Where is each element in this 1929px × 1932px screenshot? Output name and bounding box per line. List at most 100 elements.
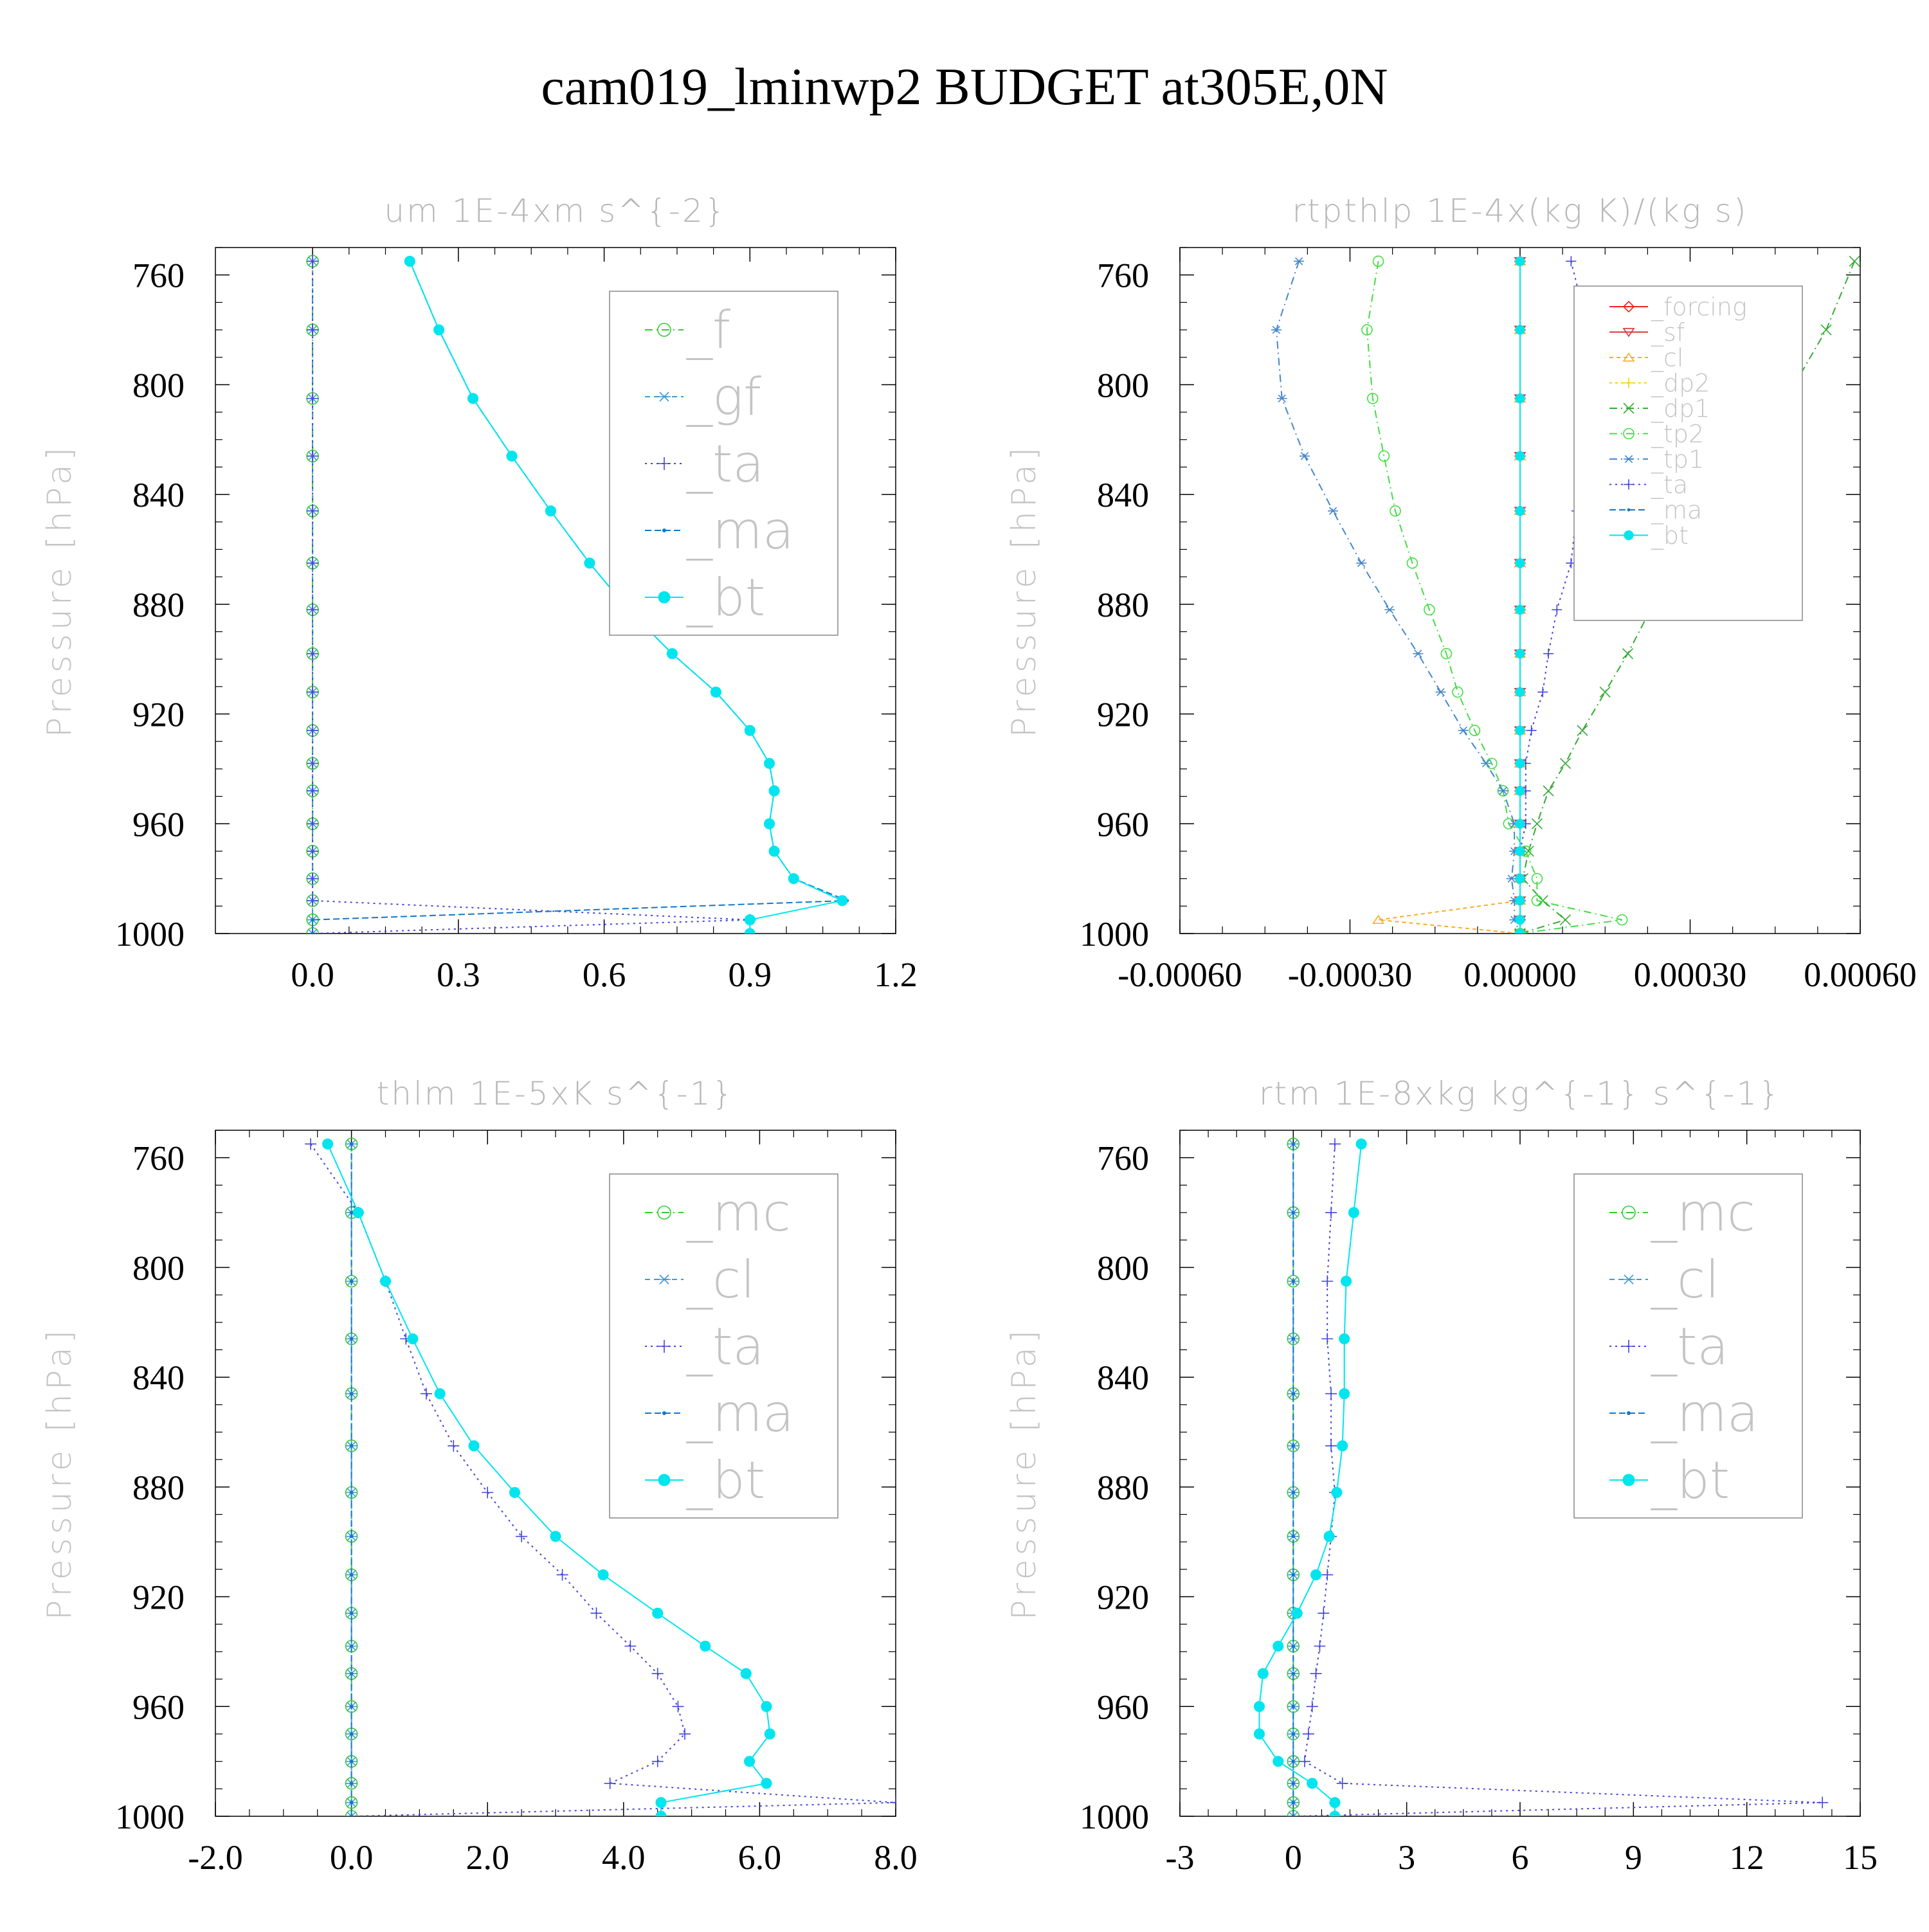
legend-label: _sf	[1651, 318, 1685, 347]
legend: _mc _cl _ta _ma _bt	[1573, 1173, 1803, 1519]
y-tick-label: 1000	[1080, 1798, 1149, 1836]
plot-panel-3: thlm 1E-5xK s^{-1} 760 800 840 880 920 960 1000…	[41, 1075, 918, 1877]
data-point	[1291, 1704, 1296, 1708]
data-point	[1515, 928, 1525, 934]
legend-label: _bt	[686, 568, 765, 627]
data-point	[307, 845, 319, 857]
data-point	[1515, 725, 1525, 736]
y-axis-label: Pressure [hPa]	[1005, 444, 1044, 737]
data-point	[788, 873, 799, 885]
data-point	[1331, 1486, 1343, 1498]
data-point	[1515, 915, 1525, 925]
data-point	[305, 1138, 317, 1150]
data-point	[307, 929, 319, 934]
data-point	[1276, 394, 1287, 402]
legend-label: _dp2	[1651, 369, 1710, 398]
data-point	[1599, 686, 1611, 698]
data-point	[1321, 1333, 1334, 1345]
data-point	[1515, 786, 1525, 796]
legend-box	[609, 1173, 838, 1519]
legend-marker	[658, 591, 671, 604]
data-point	[1849, 255, 1860, 267]
data-point	[1291, 1534, 1296, 1539]
data-point	[710, 686, 721, 698]
y-tick-label: 880	[1097, 586, 1149, 624]
data-point	[652, 1607, 664, 1619]
data-point	[1356, 559, 1367, 567]
x-tick-label: 0.3	[437, 955, 480, 994]
data-point	[1543, 785, 1554, 797]
data-point	[307, 686, 319, 698]
data-point	[556, 1569, 568, 1581]
y-tick-label: 880	[132, 1468, 185, 1507]
data-point	[1515, 604, 1525, 615]
data-point	[1372, 914, 1385, 925]
data-point	[1341, 1276, 1352, 1287]
data-point	[1294, 257, 1305, 266]
data-point	[1378, 450, 1390, 462]
legend-label: _cl	[686, 1250, 755, 1310]
y-tick-label: 960	[1097, 805, 1149, 844]
data-point	[1523, 845, 1534, 857]
x-tick-label: -3	[1166, 1838, 1195, 1877]
legend-marker	[1624, 530, 1634, 541]
legend-label: _ma	[686, 501, 794, 561]
legend-marker	[658, 1340, 671, 1353]
data-point	[379, 1276, 392, 1287]
data-point	[1372, 255, 1384, 267]
y-tick-label: 1000	[115, 915, 185, 953]
legend-box	[1573, 285, 1803, 621]
data-point	[1515, 687, 1525, 698]
legend-label: _ma	[1651, 1384, 1759, 1443]
y-tick-label: 800	[132, 1249, 185, 1287]
series-line	[409, 260, 845, 934]
data-point	[1325, 1387, 1337, 1400]
legend-marker	[1622, 1274, 1635, 1285]
data-point	[467, 393, 479, 404]
series-layer	[306, 255, 849, 934]
legend-label: _tp2	[1651, 420, 1704, 449]
data-point	[1458, 727, 1469, 735]
legend-marker	[1622, 300, 1635, 313]
data-point	[1424, 604, 1435, 616]
data-point	[1515, 874, 1525, 884]
x-tick-label: 9	[1625, 1838, 1642, 1877]
x-tick-label: 1.2	[874, 955, 918, 994]
legend-label: _bt	[1651, 521, 1689, 550]
data-point	[307, 392, 319, 404]
series-line	[1519, 261, 1589, 934]
legend-label: _f	[686, 300, 730, 360]
y-tick-label: 760	[1097, 1139, 1149, 1178]
data-point	[307, 557, 319, 569]
x-tick-label: 0.00030	[1634, 955, 1747, 994]
series-line	[1378, 261, 1521, 934]
data-point	[1384, 606, 1395, 614]
data-point	[1272, 1640, 1284, 1652]
data-point	[307, 928, 319, 934]
data-point	[761, 1778, 772, 1789]
data-point	[322, 1138, 334, 1150]
legend-label: _bt	[1651, 1450, 1730, 1510]
data-point	[1287, 1812, 1300, 1816]
data-point	[506, 450, 518, 462]
y-tick-label: 920	[132, 696, 185, 734]
legend-label: _mc	[1651, 1183, 1755, 1243]
x-tick-label: 0.00060	[1804, 955, 1917, 994]
legend-marker	[1627, 1411, 1631, 1415]
data-point	[890, 1796, 896, 1809]
data-point	[345, 1812, 358, 1816]
data-point	[1291, 1800, 1296, 1805]
data-point	[349, 1211, 354, 1214]
data-point	[744, 725, 756, 736]
plot-panel-1: um 1E-4xm s^{-2} 760 800 840 880 920 960 1000 0.…	[41, 192, 918, 994]
legend-marker	[662, 1411, 666, 1415]
data-point	[768, 845, 780, 857]
legend: _mc _cl _ta _ma _bt	[609, 1173, 838, 1519]
data-point	[352, 1207, 364, 1218]
data-point	[404, 255, 415, 267]
legend-marker	[1623, 428, 1635, 440]
data-point	[420, 1387, 432, 1400]
data-point	[1498, 786, 1508, 795]
data-point	[349, 1611, 354, 1615]
